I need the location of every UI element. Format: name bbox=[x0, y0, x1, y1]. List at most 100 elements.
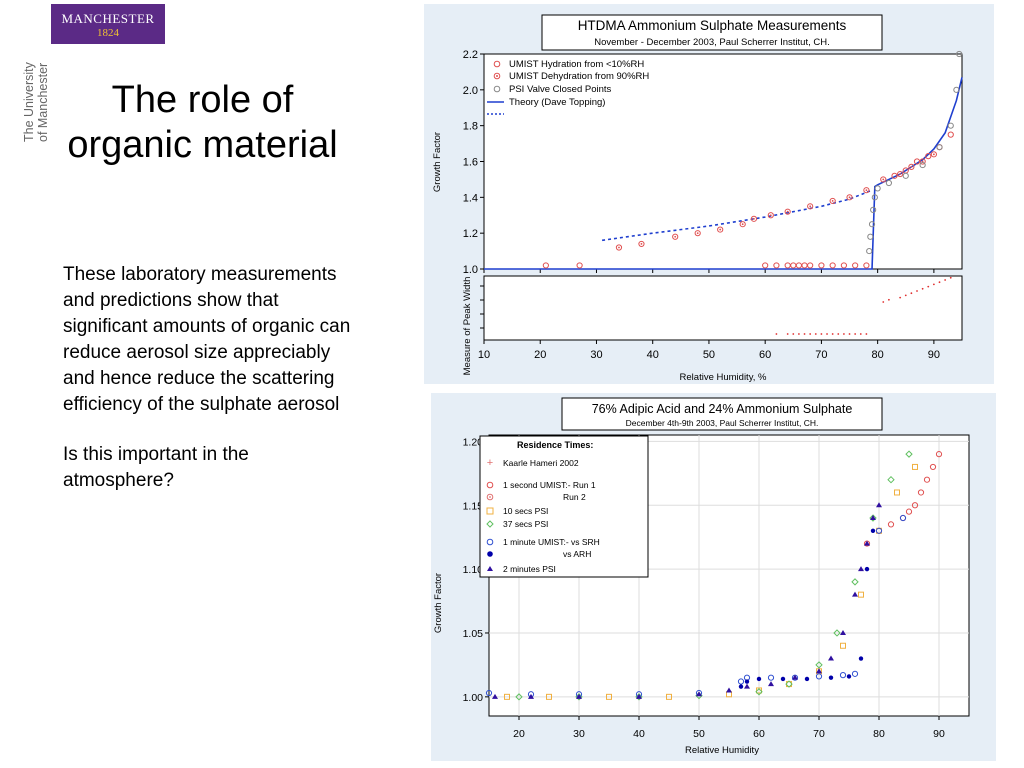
data-point-dot bbox=[696, 232, 699, 235]
data-point-filled bbox=[870, 528, 876, 533]
data-point bbox=[911, 502, 919, 509]
data-point bbox=[576, 262, 583, 269]
chart-title: 76% Adipic Acid and 24% Ammonium Sulphat… bbox=[592, 402, 853, 416]
data-point-dot bbox=[640, 243, 643, 245]
y-tick-label: 1.8 bbox=[463, 121, 478, 133]
data-point-diamond bbox=[515, 693, 523, 701]
data-point-triangle bbox=[870, 515, 876, 521]
x-tick-label: 50 bbox=[703, 349, 715, 361]
peak-width-point bbox=[786, 333, 789, 335]
peak-width-point bbox=[921, 287, 924, 290]
peak-width-point bbox=[820, 333, 823, 335]
data-point bbox=[867, 233, 874, 240]
logo-year: 1824 bbox=[97, 27, 119, 39]
data-point bbox=[784, 208, 791, 215]
data-point-filled bbox=[804, 676, 810, 682]
lower-y-axis-label: Measure of Peak Width bbox=[462, 277, 473, 376]
htdma-chart: HTDMA Ammonium Sulphate Measurements Nov… bbox=[424, 4, 994, 384]
y-tick-label: 1.05 bbox=[463, 628, 484, 640]
data-point bbox=[851, 670, 859, 677]
data-point-dot bbox=[831, 200, 834, 202]
data-point bbox=[935, 451, 943, 458]
legend-label: 1 minute UMIST:- vs SRH bbox=[503, 537, 600, 547]
data-point-diamond bbox=[869, 514, 877, 522]
data-point bbox=[807, 262, 814, 269]
peak-width-point bbox=[932, 283, 935, 286]
data-point bbox=[737, 678, 745, 685]
legend-label: Kaarle Hameri 2002 bbox=[503, 458, 579, 468]
data-point-square bbox=[606, 693, 612, 700]
legend-label-theory: Theory (Dave Topping) bbox=[509, 97, 605, 108]
data-point-diamond bbox=[755, 688, 763, 696]
x-tick-label: 40 bbox=[633, 728, 645, 740]
y-tick-label: 2.2 bbox=[463, 49, 478, 61]
data-point bbox=[897, 170, 904, 178]
data-point bbox=[880, 176, 887, 183]
data-point-triangle bbox=[744, 683, 750, 689]
y-tick-label: 1.4 bbox=[463, 192, 478, 204]
data-point-dot bbox=[921, 160, 924, 163]
data-point bbox=[885, 179, 892, 187]
legend-label-hydration: UMIST Hydration from <10%RH bbox=[509, 59, 644, 70]
x-tick-label: 60 bbox=[753, 728, 765, 740]
data-point-dot bbox=[899, 173, 902, 175]
legend-marker-diamond bbox=[486, 520, 494, 528]
data-point bbox=[773, 262, 780, 269]
data-point bbox=[936, 144, 943, 151]
legend-marker-circle bbox=[486, 481, 494, 489]
data-point bbox=[956, 50, 963, 58]
peak-width-point bbox=[938, 281, 941, 284]
legend-marker-psi bbox=[493, 85, 501, 93]
peak-width-point bbox=[910, 292, 913, 295]
x-tick-label: 20 bbox=[534, 349, 546, 361]
y-tick-label: 1.2 bbox=[463, 228, 478, 240]
data-point-dot bbox=[932, 153, 935, 156]
legend-label: 37 secs PSI bbox=[503, 519, 548, 529]
data-point-dot bbox=[865, 189, 868, 192]
data-point bbox=[767, 212, 774, 219]
chart-title: HTDMA Ammonium Sulphate Measurements bbox=[578, 18, 847, 33]
legend-marker-dehydration-dot bbox=[496, 75, 498, 77]
legend: Residence Times: + Kaarle Hameri 2002 1 se… bbox=[479, 435, 649, 578]
data-point bbox=[694, 230, 701, 237]
y-tick-label: 2.0 bbox=[463, 85, 478, 97]
legend-label: 2 minutes PSI bbox=[503, 564, 556, 574]
data-point bbox=[868, 221, 876, 228]
data-point bbox=[829, 197, 836, 205]
data-point-triangle bbox=[852, 591, 858, 597]
data-point-dot bbox=[753, 217, 755, 220]
data-point-diamond bbox=[815, 661, 823, 669]
paragraph-1: These laboratory measurements and predic… bbox=[63, 264, 351, 415]
data-point-square bbox=[756, 687, 762, 694]
data-point-dot bbox=[786, 210, 789, 213]
peak-width-point bbox=[809, 333, 812, 335]
data-point-filled bbox=[846, 674, 852, 679]
data-point bbox=[863, 262, 870, 269]
data-point-triangle bbox=[576, 693, 582, 699]
data-point bbox=[829, 262, 836, 269]
university-line-2: of Manchester bbox=[36, 62, 50, 142]
data-point-filled bbox=[858, 656, 864, 661]
legend-title: Residence Times: bbox=[517, 440, 593, 450]
data-point bbox=[717, 226, 724, 233]
peak-width-point bbox=[944, 279, 947, 281]
legend-marker-filled bbox=[487, 551, 493, 557]
data-point-filled bbox=[780, 676, 786, 682]
peak-width-point bbox=[837, 333, 840, 335]
data-point-triangle bbox=[858, 566, 864, 572]
data-point-dot bbox=[674, 235, 677, 238]
data-point bbox=[818, 262, 825, 269]
data-point bbox=[917, 489, 925, 496]
x-axis-label: Relative Humidity, % bbox=[680, 372, 767, 383]
peak-width-panel bbox=[483, 275, 963, 341]
x-tick-label: 50 bbox=[693, 728, 705, 740]
x-tick-label: 40 bbox=[647, 349, 659, 361]
data-point-dot bbox=[741, 223, 744, 226]
legend: UMIST Hydration from <10%RH UMIST Dehydr… bbox=[487, 59, 649, 115]
data-point bbox=[672, 233, 679, 240]
legend-label-dehydration: UMIST Dehydration from 90%RH bbox=[509, 71, 649, 82]
data-point bbox=[750, 215, 758, 222]
peak-width-point bbox=[775, 333, 778, 335]
peak-width-point bbox=[826, 333, 828, 335]
chart-subtitle: December 4th-9th 2003, Paul Scherrer Ins… bbox=[626, 418, 819, 428]
